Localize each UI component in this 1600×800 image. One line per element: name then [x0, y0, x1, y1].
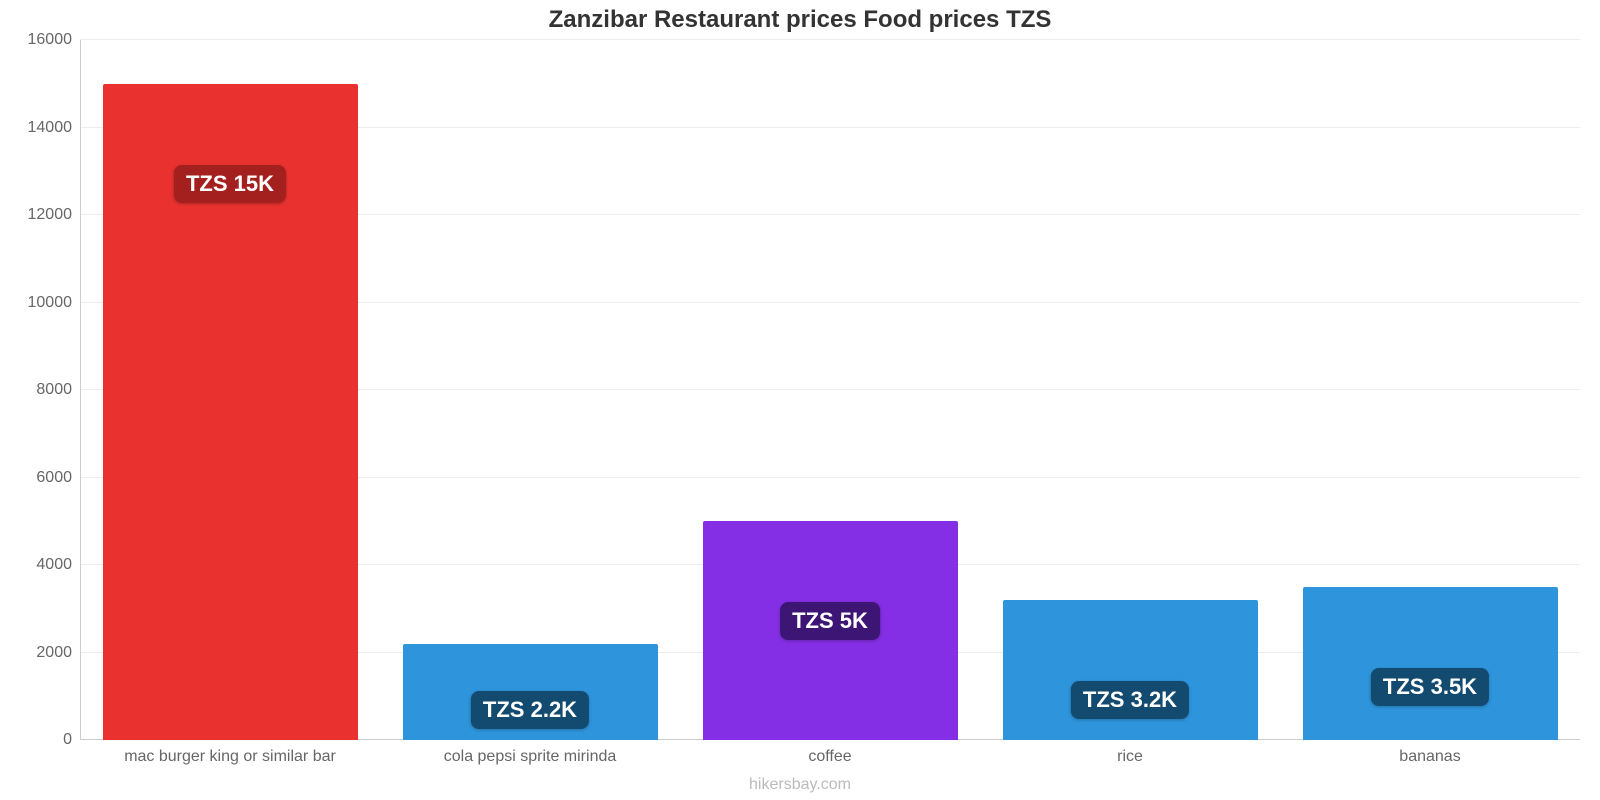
bar — [1303, 587, 1558, 740]
bar-slot: TZS 3.5Kbananas — [1280, 40, 1580, 740]
bar-value-badge: TZS 2.2K — [471, 691, 589, 729]
bar-value-badge: TZS 3.2K — [1071, 681, 1189, 719]
bar-slot: TZS 3.2Krice — [980, 40, 1280, 740]
y-axis-tick-label: 6000 — [36, 469, 72, 487]
chart-title: Zanzibar Restaurant prices Food prices T… — [0, 6, 1600, 34]
bars-container: TZS 15Kmac burger king or similar barTZS… — [80, 40, 1580, 740]
y-axis-tick-label: 16000 — [28, 31, 73, 49]
y-axis-tick-label: 4000 — [36, 556, 72, 574]
x-axis-tick-label: cola pepsi sprite mirinda — [444, 748, 617, 766]
bar-slot: TZS 2.2Kcola pepsi sprite mirinda — [380, 40, 680, 740]
y-axis-tick-label: 0 — [63, 731, 72, 749]
bar-slot: TZS 5Kcoffee — [680, 40, 980, 740]
y-axis-tick-label: 10000 — [28, 294, 73, 312]
chart-footer: hikersbay.com — [0, 776, 1600, 794]
bar — [1003, 600, 1258, 740]
y-axis-tick-label: 2000 — [36, 644, 72, 662]
y-axis-tick-label: 12000 — [28, 206, 73, 224]
x-axis-tick-label: coffee — [808, 748, 851, 766]
y-axis-tick-label: 14000 — [28, 119, 73, 137]
bar-value-badge: TZS 3.5K — [1371, 668, 1489, 706]
y-axis-tick-label: 8000 — [36, 381, 72, 399]
x-axis-tick-label: mac burger king or similar bar — [124, 748, 336, 766]
plot-area: 0200040006000800010000120001400016000TZS… — [80, 40, 1580, 740]
bar-value-badge: TZS 15K — [174, 165, 286, 203]
bar-chart: Zanzibar Restaurant prices Food prices T… — [0, 0, 1600, 800]
bar-slot: TZS 15Kmac burger king or similar bar — [80, 40, 380, 740]
bar-value-badge: TZS 5K — [780, 602, 880, 640]
x-axis-tick-label: rice — [1117, 748, 1143, 766]
x-axis-tick-label: bananas — [1399, 748, 1460, 766]
